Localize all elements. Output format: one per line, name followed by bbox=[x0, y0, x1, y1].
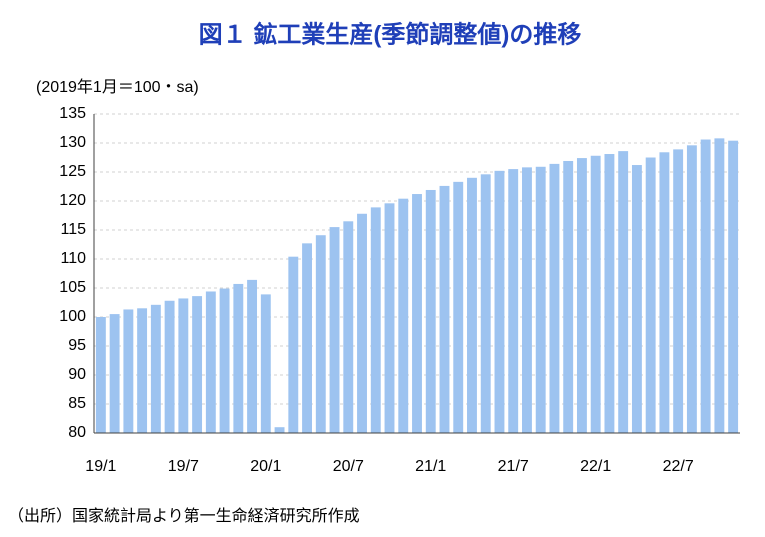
bar bbox=[535, 166, 546, 433]
bar bbox=[357, 213, 367, 433]
bar bbox=[192, 296, 203, 433]
y-tick-label: 95 bbox=[68, 337, 86, 354]
bar bbox=[494, 170, 505, 433]
bar bbox=[412, 194, 422, 433]
x-tick-label: 21/1 bbox=[415, 458, 446, 475]
bar bbox=[370, 207, 381, 433]
y-tick-label: 80 bbox=[68, 424, 86, 441]
bar bbox=[150, 304, 161, 433]
bar bbox=[645, 157, 656, 433]
x-tick-label: 22/1 bbox=[580, 458, 611, 475]
bar bbox=[549, 163, 560, 433]
bar bbox=[137, 308, 148, 433]
bar bbox=[673, 149, 684, 433]
bar bbox=[659, 152, 670, 433]
bar bbox=[247, 279, 258, 433]
bar bbox=[686, 145, 697, 433]
y-tick-label: 100 bbox=[59, 308, 86, 325]
bar bbox=[205, 291, 216, 433]
bar bbox=[439, 185, 450, 433]
x-tick-label: 19/7 bbox=[168, 458, 199, 475]
bar bbox=[95, 317, 106, 433]
source-note: （出所）国家統計局より第一生命経済研究所作成 bbox=[8, 507, 360, 525]
bar bbox=[219, 288, 230, 433]
bar bbox=[109, 314, 120, 433]
x-tick-label: 22/7 bbox=[663, 458, 694, 475]
bar bbox=[384, 203, 395, 433]
bar bbox=[164, 300, 175, 433]
bar bbox=[398, 198, 409, 433]
chart-title: 図１ 鉱工業生産(季節調整値)の推移 bbox=[199, 20, 582, 48]
bar bbox=[508, 169, 519, 433]
y-tick-label: 85 bbox=[68, 395, 86, 412]
bar bbox=[343, 221, 354, 433]
y-tick-label: 120 bbox=[59, 192, 86, 209]
y-tick-label: 125 bbox=[59, 163, 86, 180]
bar bbox=[260, 294, 271, 433]
y-tick-label: 135 bbox=[59, 105, 86, 122]
x-tick-label: 19/1 bbox=[85, 458, 116, 475]
bar bbox=[618, 151, 629, 433]
bar bbox=[467, 177, 477, 433]
bar bbox=[522, 167, 532, 434]
bar bbox=[604, 154, 615, 433]
bar bbox=[274, 427, 285, 433]
bar bbox=[590, 155, 601, 433]
x-tick-label: 20/7 bbox=[333, 458, 364, 475]
bar bbox=[233, 283, 244, 433]
bar bbox=[425, 189, 436, 433]
bar bbox=[480, 174, 491, 433]
bar bbox=[576, 158, 587, 433]
bar bbox=[453, 181, 464, 433]
bar bbox=[123, 309, 134, 433]
bar bbox=[315, 235, 326, 433]
bar bbox=[329, 227, 340, 433]
bar bbox=[563, 160, 574, 434]
bar bbox=[700, 139, 711, 433]
y-tick-label: 130 bbox=[59, 134, 86, 151]
bar bbox=[302, 243, 312, 433]
bar bbox=[728, 140, 739, 433]
bar bbox=[714, 138, 725, 434]
y-tick-label: 115 bbox=[60, 221, 86, 238]
bar bbox=[288, 256, 299, 433]
bar bbox=[631, 165, 642, 434]
y-tick-label: 90 bbox=[68, 366, 86, 383]
x-tick-label: 20/1 bbox=[250, 458, 281, 475]
y-tick-label: 110 bbox=[60, 250, 86, 267]
bar bbox=[178, 298, 189, 433]
x-tick-label: 21/7 bbox=[498, 458, 529, 475]
y-tick-label: 105 bbox=[59, 279, 86, 296]
y-axis-label: (2019年1月＝100・sa) bbox=[36, 78, 199, 96]
